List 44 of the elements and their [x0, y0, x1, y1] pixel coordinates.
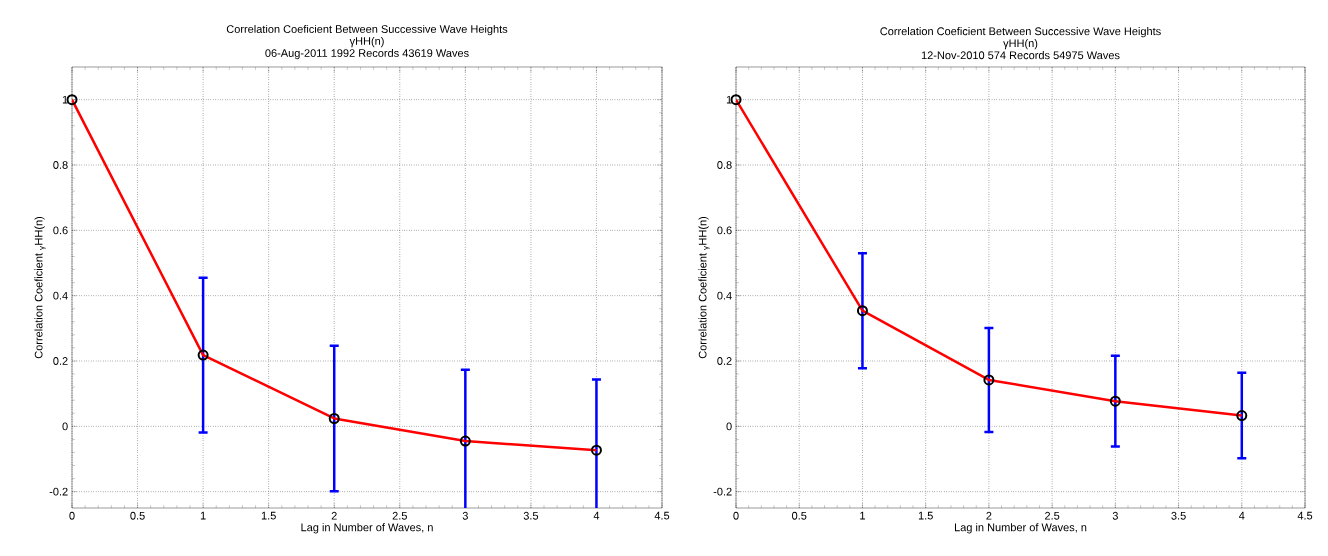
- x-tick-label: 1.5: [918, 511, 933, 520]
- y-tick-label: 0: [62, 422, 68, 431]
- x-axis-title: Lag in Number of Waves, n: [301, 523, 433, 534]
- x-tick-label: 3: [462, 511, 468, 520]
- y-tick-label: -0.2: [713, 487, 732, 496]
- y-tick-label: 0.4: [717, 291, 732, 300]
- x-tick-label: 4.5: [654, 511, 670, 520]
- y-tick-label: 0.8: [717, 161, 732, 169]
- x-tick-label: 3.5: [523, 511, 539, 520]
- y-tick-label: 0.2: [53, 357, 68, 365]
- y-tick-label: 0.4: [53, 291, 68, 300]
- x-tick-label: 3.5: [1171, 511, 1186, 520]
- x-tick-label: 2.5: [1045, 511, 1060, 520]
- x-tick-label: 1.5: [261, 511, 276, 520]
- y-tick-label: 0.8: [53, 161, 68, 169]
- chart-subtitle: γHH(n): [1003, 39, 1038, 50]
- x-tick-label: 1: [860, 511, 865, 520]
- x-tick-label: 4.5: [1297, 511, 1313, 520]
- x-axis-title: Lag in Number of Waves, n: [954, 523, 1087, 534]
- x-tick-label: 0.5: [130, 511, 145, 520]
- x-tick-label: 0: [69, 511, 75, 520]
- text: 06-Aug-2011 1992 Records 43619 Waves: [265, 48, 469, 60]
- chart-subtitle: γHH(n): [349, 36, 384, 48]
- x-tick-label: 2: [986, 511, 992, 520]
- x-tick-label: 2.5: [392, 511, 407, 520]
- y-axis-title: Correlation Coeficient $_{γ}$HH(n): [34, 216, 46, 359]
- chart-title: Correlation Coeficient Between Successive Wave Heights: [226, 24, 508, 36]
- x-tick-label: 3: [1112, 511, 1118, 520]
- y-tick-label: -0.2: [49, 487, 68, 496]
- x-tick-label: 2: [331, 511, 337, 520]
- chart-title: Correlation Coeficient Between Successive Wave Heights: [880, 27, 1161, 38]
- y-tick-label: 0.6: [53, 226, 68, 235]
- text: 12-Nov-2010 574 Records 54975 Waves: [921, 51, 1120, 60]
- y-tick-label: 0.6: [717, 226, 732, 235]
- x-tick-label: 0.5: [792, 511, 807, 520]
- x-tick-label: 4: [1238, 511, 1245, 520]
- x-tick-label: 4: [593, 511, 600, 520]
- y-tick-label: 0: [726, 422, 732, 431]
- x-tick-label: 0: [733, 511, 739, 520]
- y-tick-label: 1: [62, 95, 68, 104]
- y-axis-title: Correlation Coeficient $_{γ}$HH(n): [698, 216, 710, 359]
- y-tick-label: 1: [726, 95, 732, 104]
- x-tick-label: 1: [200, 511, 206, 520]
- y-tick-label: 0.2: [717, 357, 732, 365]
